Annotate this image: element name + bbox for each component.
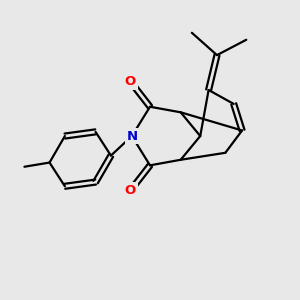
Text: O: O bbox=[125, 75, 136, 88]
Text: O: O bbox=[125, 184, 136, 197]
Text: N: N bbox=[126, 130, 137, 142]
